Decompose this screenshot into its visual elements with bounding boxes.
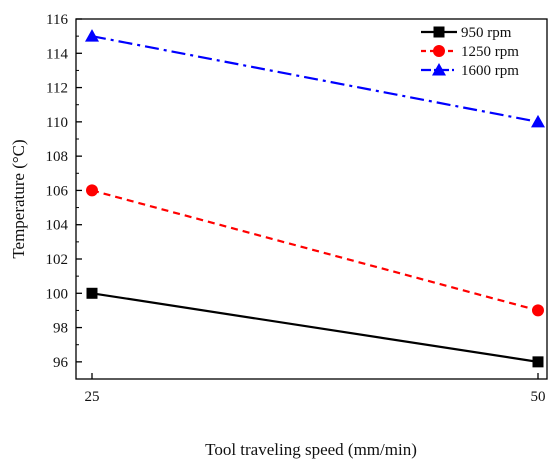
data-point [86, 184, 98, 197]
legend-marker [433, 26, 445, 38]
series-line [91, 189, 539, 312]
data-point [532, 356, 544, 368]
y-tick-label: 104 [46, 218, 69, 234]
y-tick-label: 114 [46, 46, 68, 62]
x-axis-title: Tool traveling speed (mm/min) [205, 440, 417, 459]
legend-marker [433, 45, 445, 57]
y-tick-label: 110 [46, 115, 68, 131]
legend-label: 950 rpm [461, 25, 512, 41]
y-tick-label: 100 [46, 286, 69, 302]
y-axis-title: Temperature (°C) [9, 139, 28, 258]
data-point [532, 304, 544, 317]
series-layer [85, 29, 545, 368]
legend-label: 1600 rpm [461, 63, 519, 79]
y-tick-label: 106 [46, 183, 69, 199]
y-tick-label: 116 [46, 12, 68, 28]
legend-item: 1600 rpm [421, 63, 519, 79]
legend-marker [432, 63, 446, 76]
data-point [531, 114, 545, 128]
series-1600-rpm [85, 29, 545, 128]
y-tick-label: 108 [46, 149, 69, 165]
x-tick-label: 50 [531, 389, 546, 405]
data-point [85, 29, 99, 42]
x-axis: 25 50 [85, 373, 546, 405]
y-axis: 96 98 100 102 104 106 108 110 112 114 116 [46, 12, 82, 371]
series-line [91, 292, 539, 363]
legend-item: 1250 rpm [421, 44, 519, 60]
series-1250-rpm [86, 184, 544, 317]
y-tick-label: 96 [53, 355, 69, 371]
y-tick-label: 112 [46, 81, 68, 97]
series-950-rpm [86, 287, 544, 368]
series-line [91, 35, 539, 123]
x-tick-label: 25 [85, 389, 100, 405]
legend-item: 950 rpm [421, 25, 512, 41]
legend-label: 1250 rpm [461, 44, 519, 60]
data-point [86, 287, 98, 299]
plot-area-frame [75, 18, 548, 380]
y-tick-label: 98 [53, 321, 68, 337]
legend: 950 rpm 1250 rpm 1600 rpm [421, 25, 519, 79]
y-tick-label: 102 [46, 252, 69, 268]
